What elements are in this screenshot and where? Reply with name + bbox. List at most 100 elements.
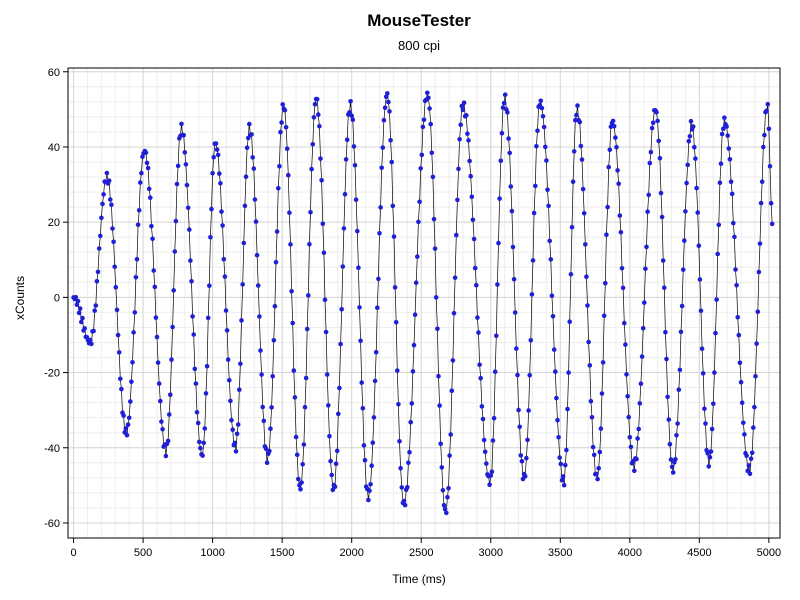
data-point	[589, 415, 595, 420]
data-point	[430, 174, 436, 180]
data-point	[494, 333, 499, 339]
data-point	[564, 447, 569, 453]
data-point	[620, 285, 626, 291]
data-point	[735, 315, 740, 320]
data-point	[371, 415, 377, 420]
y-tick-label: -20	[44, 368, 60, 380]
data-point	[334, 448, 340, 454]
data-point	[484, 461, 489, 466]
data-point	[312, 101, 318, 107]
data-point	[639, 354, 645, 359]
data-point	[624, 372, 629, 377]
data-point	[716, 222, 722, 228]
data-point	[595, 476, 600, 482]
data-point	[224, 328, 230, 333]
data-point	[599, 391, 605, 396]
data-point	[737, 360, 743, 366]
data-point	[636, 426, 641, 432]
data-point	[472, 265, 478, 271]
data-point	[712, 370, 717, 375]
data-point	[744, 453, 749, 459]
data-point	[289, 289, 294, 294]
data-point	[677, 367, 683, 373]
data-point	[634, 456, 639, 462]
data-point	[322, 297, 328, 303]
y-tick-label: 60	[48, 67, 60, 79]
data-point	[646, 192, 651, 198]
data-point	[238, 361, 243, 367]
data-point	[292, 395, 298, 400]
data-point	[187, 227, 192, 232]
data-point	[600, 360, 606, 365]
data-point	[282, 108, 288, 113]
data-point	[725, 133, 730, 138]
data-point	[113, 285, 119, 290]
data-point	[173, 218, 179, 224]
data-point	[550, 314, 556, 319]
y-tick-label: 40	[48, 142, 60, 154]
y-tick-label: 20	[48, 217, 60, 229]
data-point	[308, 210, 313, 215]
data-point	[293, 434, 299, 440]
data-point	[587, 363, 593, 368]
data-point	[626, 414, 631, 420]
data-point	[111, 239, 116, 245]
data-point	[138, 180, 143, 185]
data-point	[101, 192, 106, 197]
data-point	[421, 117, 427, 123]
data-point	[764, 108, 769, 113]
data-point	[413, 280, 419, 286]
data-point	[200, 453, 205, 458]
data-point	[616, 181, 621, 186]
data-point	[140, 154, 145, 159]
data-point	[420, 124, 426, 130]
data-point	[291, 368, 297, 373]
data-point	[675, 421, 680, 426]
data-point	[198, 445, 203, 451]
data-point	[666, 417, 672, 422]
data-point	[611, 123, 617, 129]
data-point	[491, 415, 497, 421]
data-point	[471, 236, 477, 242]
data-point	[656, 138, 661, 144]
data-point	[203, 391, 209, 396]
data-point	[657, 156, 663, 161]
data-point	[88, 337, 93, 343]
data-point	[432, 246, 438, 251]
data-point	[617, 213, 623, 218]
data-point	[556, 435, 561, 440]
data-point	[506, 136, 511, 141]
data-point	[522, 474, 528, 479]
data-point	[184, 182, 190, 188]
data-point	[144, 160, 150, 166]
data-point	[302, 404, 308, 410]
data-point	[320, 221, 326, 227]
data-point	[375, 305, 380, 311]
data-point	[197, 439, 202, 445]
data-point	[645, 209, 650, 214]
data-point	[306, 293, 311, 298]
data-point	[444, 510, 449, 516]
data-point	[148, 195, 153, 200]
data-point	[98, 233, 103, 239]
data-point	[251, 166, 257, 171]
data-point	[466, 138, 471, 143]
data-point	[370, 440, 376, 446]
data-point	[252, 197, 258, 202]
data-point	[489, 469, 495, 475]
data-point	[307, 242, 312, 247]
data-point	[409, 401, 415, 406]
data-point	[615, 168, 620, 173]
data-point	[465, 131, 470, 136]
data-point	[172, 249, 178, 254]
data-point	[201, 440, 206, 446]
data-point	[682, 238, 687, 243]
data-point	[125, 422, 131, 427]
data-point	[324, 372, 330, 377]
data-point	[362, 457, 368, 463]
data-point	[708, 449, 714, 454]
data-point	[288, 242, 293, 247]
x-tick-label: 0	[71, 547, 77, 559]
data-point	[158, 398, 163, 404]
data-point	[279, 120, 284, 125]
